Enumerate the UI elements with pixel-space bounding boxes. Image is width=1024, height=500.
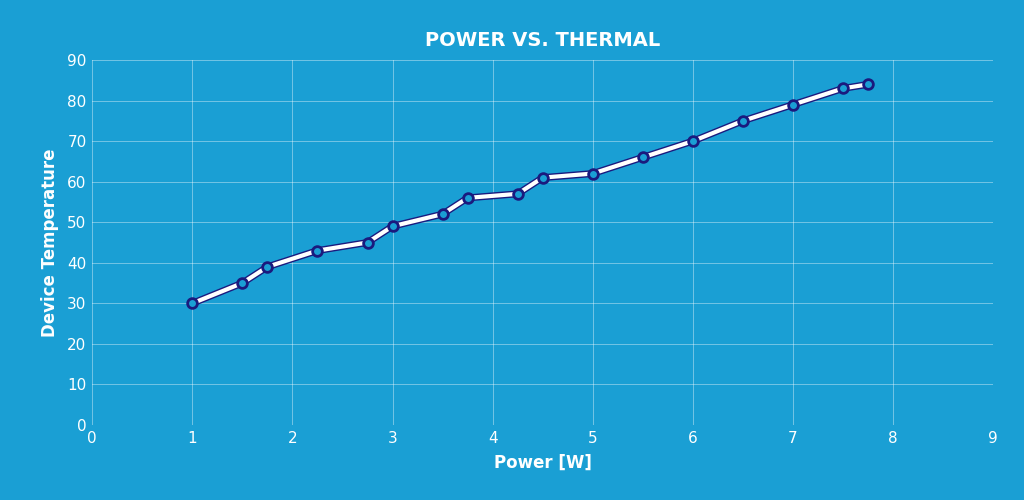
Y-axis label: Device Temperature: Device Temperature: [41, 148, 59, 337]
X-axis label: Power [W]: Power [W]: [494, 454, 592, 472]
Title: POWER VS. THERMAL: POWER VS. THERMAL: [425, 31, 660, 50]
